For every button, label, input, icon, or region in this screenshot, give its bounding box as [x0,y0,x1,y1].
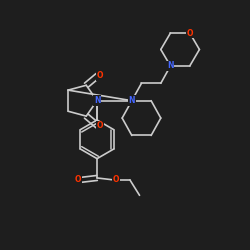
Text: O: O [96,71,103,80]
Text: N: N [94,96,100,105]
Text: N: N [167,62,174,70]
Text: N: N [128,96,135,105]
Text: O: O [112,176,119,184]
Text: O: O [186,28,193,38]
Text: O: O [75,176,82,184]
Text: O: O [96,121,103,130]
